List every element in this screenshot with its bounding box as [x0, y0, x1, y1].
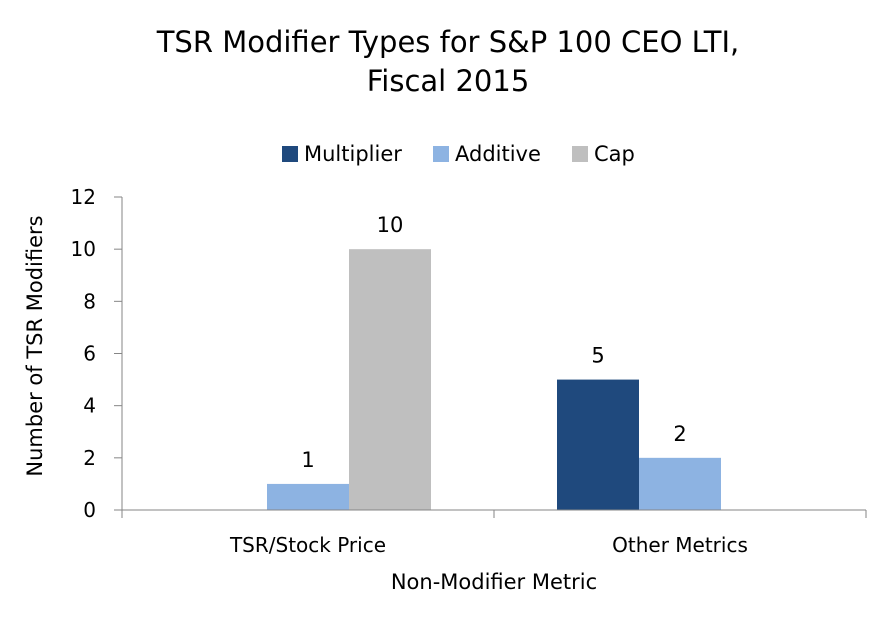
x-category-label-other-metrics: Other Metrics	[612, 533, 748, 557]
y-tick-label-2: 2	[83, 446, 96, 470]
legend: Multiplier Additive Cap	[282, 142, 635, 166]
legend-swatch-additive	[433, 146, 449, 162]
bars	[267, 249, 721, 510]
y-axis-title: Number of TSR Modifiers	[23, 215, 47, 476]
data-labels: 1 10 5 2	[301, 213, 686, 472]
y-tick-label-4: 4	[83, 394, 96, 418]
bar-additive-tsr-stock-price	[267, 483, 349, 510]
y-tick-label-10: 10	[71, 237, 96, 261]
legend-swatch-cap	[572, 146, 588, 162]
y-tick-label-6: 6	[83, 342, 96, 366]
y-tick-label-8: 8	[83, 289, 96, 313]
chart-title-line-2: Fiscal 2015	[367, 64, 530, 98]
data-label-multiplier-other-metrics: 5	[591, 344, 604, 368]
y-tick-label-12: 12	[71, 185, 96, 209]
bar-additive-other-metrics	[639, 457, 721, 510]
y-axis-ticks: 0 2 4 6 8 10 12	[71, 185, 122, 522]
data-label-additive-tsr-stock-price: 1	[301, 448, 314, 472]
y-tick-label-0: 0	[83, 498, 96, 522]
legend-label-cap: Cap	[594, 142, 635, 166]
x-category-label-tsr-stock-price: TSR/Stock Price	[229, 533, 386, 557]
chart-title-line-1: TSR Modifier Types for S&P 100 CEO LTI,	[156, 25, 740, 59]
legend-label-multiplier: Multiplier	[304, 142, 402, 166]
data-label-cap-tsr-stock-price: 10	[377, 213, 404, 237]
bar-multiplier-other-metrics	[557, 379, 639, 510]
legend-label-additive: Additive	[455, 142, 541, 166]
x-axis-title: Non-Modifier Metric	[391, 570, 597, 594]
chart-title: TSR Modifier Types for S&P 100 CEO LTI, …	[156, 25, 740, 98]
legend-swatch-multiplier	[282, 146, 298, 162]
bar-cap-tsr-stock-price	[349, 249, 431, 510]
data-label-additive-other-metrics: 2	[673, 422, 686, 446]
